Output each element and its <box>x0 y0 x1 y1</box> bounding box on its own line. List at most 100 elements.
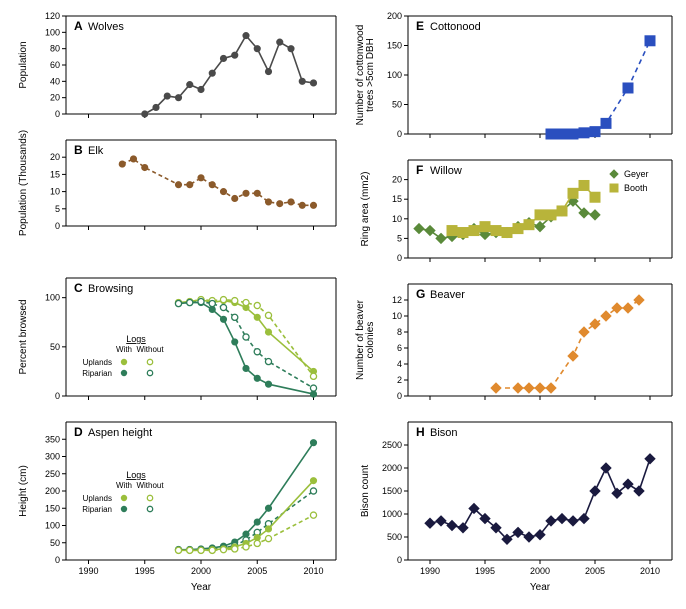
svg-text:200: 200 <box>45 486 60 496</box>
svg-text:Number of beavercolonies: Number of beavercolonies <box>355 299 376 380</box>
svg-text:4: 4 <box>397 359 402 369</box>
svg-text:Aspen height: Aspen height <box>88 427 152 439</box>
svg-text:100: 100 <box>45 521 60 531</box>
svg-text:12: 12 <box>392 295 402 305</box>
svg-text:Beaver: Beaver <box>430 289 465 301</box>
panel-C: 050100CBrowsingPercent browsedLogsWithWi… <box>18 278 336 401</box>
svg-text:50: 50 <box>50 538 60 548</box>
svg-text:0: 0 <box>55 221 60 231</box>
svg-text:E: E <box>416 19 424 33</box>
svg-text:Without: Without <box>136 481 164 490</box>
svg-text:Year: Year <box>191 582 212 593</box>
svg-text:2000: 2000 <box>382 463 402 473</box>
svg-text:20: 20 <box>50 93 60 103</box>
svg-text:300: 300 <box>45 452 60 462</box>
svg-text:0: 0 <box>397 555 402 565</box>
svg-text:6: 6 <box>397 343 402 353</box>
svg-text:50: 50 <box>392 100 402 110</box>
svg-text:Uplands: Uplands <box>83 358 112 367</box>
svg-text:0: 0 <box>397 391 402 401</box>
svg-text:Geyer: Geyer <box>624 169 649 179</box>
legend-F: Geyer Booth <box>610 169 649 193</box>
svg-text:A: A <box>74 19 83 33</box>
svg-text:15: 15 <box>50 169 60 179</box>
svg-text:1995: 1995 <box>475 566 495 576</box>
svg-text:Bison: Bison <box>430 427 458 439</box>
svg-text:Uplands: Uplands <box>83 494 112 503</box>
svg-text:0: 0 <box>55 109 60 119</box>
svg-text:1500: 1500 <box>382 486 402 496</box>
panel-E: 050100150200ECottonoodNumber of cottonwo… <box>355 11 672 139</box>
panel-H: 05001000150020002500HBisonBison count <box>360 422 672 565</box>
svg-text:2010: 2010 <box>640 566 660 576</box>
svg-text:Logs: Logs <box>126 470 146 480</box>
svg-text:Number of cottonwoodtrees >5cm: Number of cottonwoodtrees >5cm DBH <box>355 25 376 126</box>
svg-text:Elk: Elk <box>88 145 104 157</box>
svg-text:Without: Without <box>136 345 164 354</box>
svg-text:1990: 1990 <box>420 566 440 576</box>
svg-text:0: 0 <box>55 391 60 401</box>
svg-text:10: 10 <box>392 311 402 321</box>
svg-text:Willow: Willow <box>430 165 462 177</box>
svg-text:120: 120 <box>45 11 60 21</box>
svg-text:Wolves: Wolves <box>88 21 124 33</box>
svg-text:1990: 1990 <box>78 566 98 576</box>
svg-text:F: F <box>416 163 423 177</box>
svg-text:200: 200 <box>387 11 402 21</box>
panel-G: 0 2 4 6 8 10 12 G Beaver Number of beavercolonies <box>355 284 672 401</box>
svg-text:60: 60 <box>50 60 60 70</box>
svg-text:D: D <box>74 425 83 439</box>
svg-text:Logs: Logs <box>126 334 146 344</box>
svg-text:Browsing: Browsing <box>88 283 133 295</box>
svg-text:0: 0 <box>397 129 402 139</box>
svg-text:Cottonood: Cottonood <box>430 21 481 33</box>
svg-text:Booth: Booth <box>624 183 648 193</box>
svg-text:10: 10 <box>50 187 60 197</box>
legend-D: LogsWith Without Uplands Riparian <box>82 470 164 514</box>
svg-text:With: With <box>116 345 132 354</box>
svg-text:0: 0 <box>397 253 402 263</box>
svg-text:Percent browsed: Percent browsed <box>18 299 29 374</box>
svg-text:100: 100 <box>45 27 60 37</box>
svg-text:0: 0 <box>55 555 60 565</box>
svg-text:350: 350 <box>45 434 60 444</box>
svg-text:80: 80 <box>50 44 60 54</box>
svg-text:1000: 1000 <box>382 509 402 519</box>
svg-text:Year: Year <box>530 582 551 593</box>
svg-text:Height (cm): Height (cm) <box>18 465 29 517</box>
legend-C: LogsWith Without Uplands Riparian <box>82 334 164 378</box>
svg-text:2: 2 <box>397 375 402 385</box>
svg-text:With: With <box>116 481 132 490</box>
svg-text:Bison count: Bison count <box>360 465 371 517</box>
svg-text:2010: 2010 <box>303 566 323 576</box>
svg-text:10: 10 <box>392 214 402 224</box>
svg-text:2000: 2000 <box>530 566 550 576</box>
svg-text:15: 15 <box>392 194 402 204</box>
svg-text:B: B <box>74 143 83 157</box>
svg-text:Population: Population <box>18 41 29 88</box>
svg-text:20: 20 <box>50 152 60 162</box>
svg-text:G: G <box>416 287 425 301</box>
svg-text:Riparian: Riparian <box>82 505 112 514</box>
svg-text:5: 5 <box>397 233 402 243</box>
svg-text:1995: 1995 <box>135 566 155 576</box>
svg-text:2000: 2000 <box>191 566 211 576</box>
svg-text:150: 150 <box>387 41 402 51</box>
svg-text:100: 100 <box>45 293 60 303</box>
svg-text:40: 40 <box>50 76 60 86</box>
svg-text:2005: 2005 <box>247 566 267 576</box>
svg-text:2500: 2500 <box>382 440 402 450</box>
panel-F: 0 5 10 15 20 F Willow Ring area (mm2) Geyer Booth <box>360 160 672 263</box>
svg-text:50: 50 <box>50 342 60 352</box>
svg-text:5: 5 <box>55 204 60 214</box>
svg-text:H: H <box>416 425 425 439</box>
svg-text:150: 150 <box>45 503 60 513</box>
svg-text:Ring area (mm2): Ring area (mm2) <box>360 171 371 246</box>
panel-A: 0 20 40 60 80 100 120 A Wolves Population <box>18 11 336 119</box>
svg-text:2005: 2005 <box>585 566 605 576</box>
svg-text:Riparian: Riparian <box>82 369 112 378</box>
svg-text:20: 20 <box>392 175 402 185</box>
chart-grid: 020406080100120AWolvesPopulation05101520… <box>8 8 678 601</box>
panel-D: 050100150200250300350DAspen heightHeight… <box>18 422 336 565</box>
svg-text:8: 8 <box>397 327 402 337</box>
